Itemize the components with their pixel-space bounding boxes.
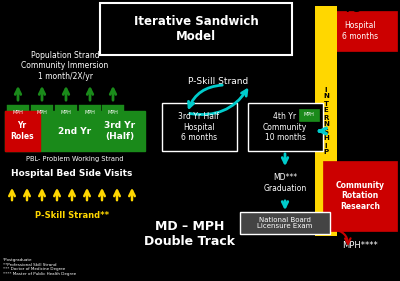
Text: P-Skill Strand: P-Skill Strand (188, 76, 248, 85)
Text: *Postgraduate
**Professional Skill Strand
*** Doctor of Medicine Degree
**** Mas: *Postgraduate **Professional Skill Stran… (3, 258, 76, 276)
Text: I
N
T
E
R
N
S
H
I
P: I N T E R N S H I P (323, 87, 329, 155)
Text: Population Strand
Community Immersion
1 month/2X/yr: Population Strand Community Immersion 1 … (21, 51, 109, 81)
Bar (162, 103, 237, 151)
Text: Hospital Bed Side Visits: Hospital Bed Side Visits (11, 169, 133, 178)
Text: MD – MPH
Double Track: MD – MPH Double Track (144, 220, 236, 248)
Bar (7, 105, 29, 119)
Text: MPH: MPH (60, 110, 72, 114)
Text: MPH: MPH (108, 110, 118, 114)
Bar (323, 11, 397, 51)
Bar (5, 111, 40, 151)
Text: MPH: MPH (36, 110, 48, 114)
Bar (240, 212, 330, 234)
Text: National Board
Licensure Exam: National Board Licensure Exam (257, 216, 313, 230)
Text: MPH: MPH (84, 110, 96, 114)
Bar (5, 111, 145, 151)
Bar (102, 105, 124, 119)
Text: MPH****: MPH**** (342, 241, 378, 250)
Text: MD***
Graduation: MD*** Graduation (263, 173, 307, 193)
Text: Hospital
6 months: Hospital 6 months (342, 21, 378, 41)
Text: 3rd Yr
(Half): 3rd Yr (Half) (104, 121, 136, 141)
Bar (323, 161, 397, 231)
Text: PG*: PG* (345, 4, 365, 14)
Bar (55, 105, 77, 119)
Text: 2nd Yr: 2nd Yr (58, 126, 92, 135)
Bar (31, 105, 53, 119)
Bar (248, 103, 323, 151)
Bar (79, 105, 101, 119)
Text: 3rd Yr Half
Hospital
6 months: 3rd Yr Half Hospital 6 months (178, 112, 220, 142)
Bar (100, 3, 292, 55)
Text: PBL- Problem Working Strand: PBL- Problem Working Strand (26, 156, 124, 162)
Text: P-Skill Strand**: P-Skill Strand** (35, 210, 109, 219)
Text: Community
Rotation
Research: Community Rotation Research (336, 181, 384, 211)
Text: MPH: MPH (304, 112, 314, 117)
Text: 4th Yr
Community
10 months: 4th Yr Community 10 months (263, 112, 307, 142)
Bar (315, 6, 337, 236)
Text: MPH: MPH (12, 110, 24, 114)
Text: Iterative Sandwich
Model: Iterative Sandwich Model (134, 15, 258, 43)
Text: Yr
Roles: Yr Roles (10, 121, 34, 141)
Bar (299, 109, 319, 121)
